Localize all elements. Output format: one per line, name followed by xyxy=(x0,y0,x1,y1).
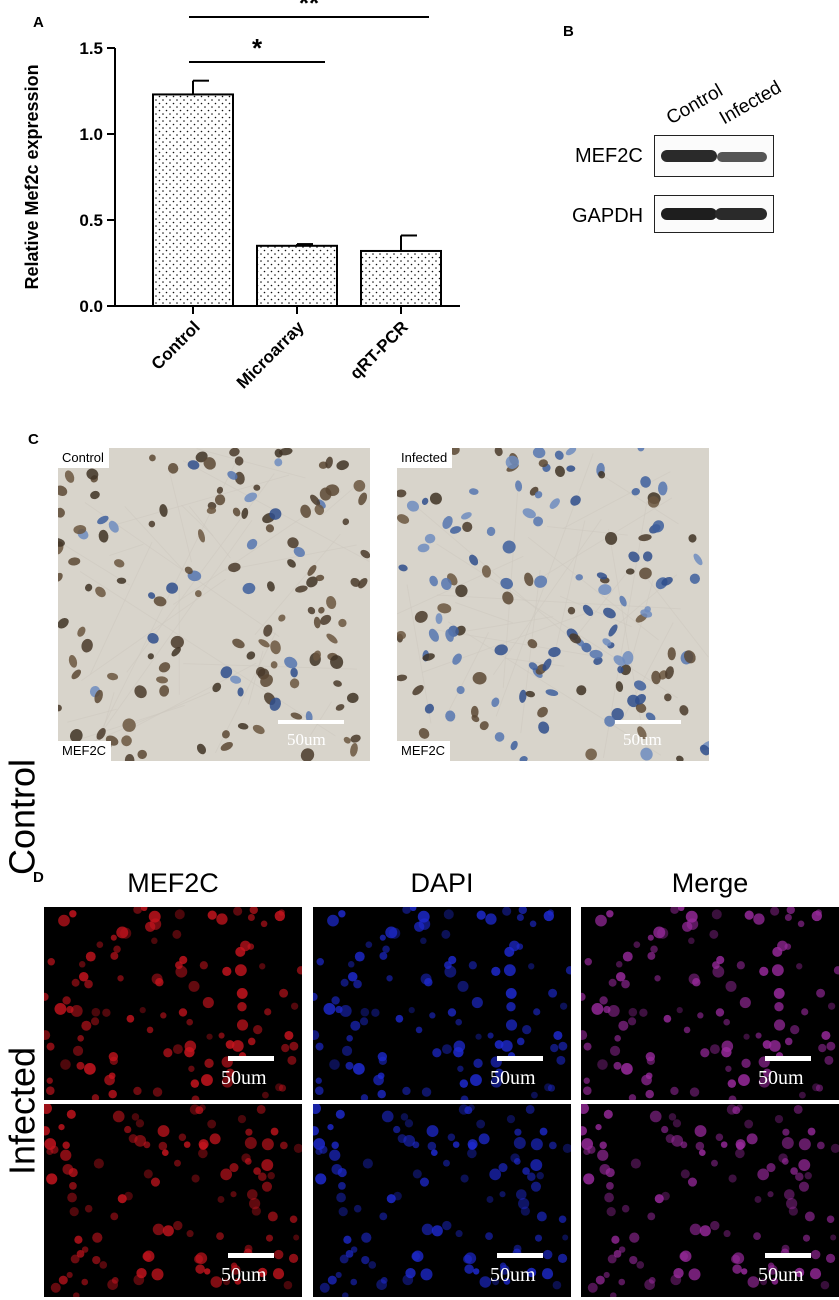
fluorescence-row-control: Control xyxy=(1,758,43,876)
band-gapdh-infected xyxy=(715,208,767,220)
fluorescence-image: 50um xyxy=(313,1104,571,1297)
blot-row-mef2c: MEF2C xyxy=(575,145,643,167)
scale-bar xyxy=(765,1253,811,1258)
ihc-image-control: Control MEF2C 50um xyxy=(58,448,370,761)
ihc-stain-label: MEF2C xyxy=(58,741,112,761)
scale-bar xyxy=(497,1253,543,1258)
fluorescence-image: 50um xyxy=(44,907,302,1100)
scale-bar-label: 50um xyxy=(287,730,326,749)
blot-lane-gapdh xyxy=(654,195,774,233)
bar xyxy=(256,244,338,308)
ihc-image-infected: Infected MEF2C 50um xyxy=(397,448,709,761)
ihc-condition-label: Control xyxy=(58,448,109,468)
scale-bar xyxy=(497,1056,543,1061)
significance-marker: * xyxy=(252,33,263,63)
y-tick-label: 1.0 xyxy=(79,125,103,144)
band-mef2c-control xyxy=(661,150,717,162)
scale-bar-label: 50um xyxy=(221,1067,267,1089)
category-label: Control xyxy=(148,317,204,373)
fluorescence-image: 50um xyxy=(313,907,571,1100)
bar-chart: Relative Mef2c expression 0.0 0.5 1.0 1.5 Co… xyxy=(22,0,460,392)
fluorescence-row-infected: Infected xyxy=(1,1046,43,1176)
panel-label-c: C xyxy=(28,431,39,448)
ihc-stain-label: MEF2C xyxy=(397,741,451,761)
fluorescence-image: 50um xyxy=(581,907,839,1100)
scale-bar-label: 50um xyxy=(623,730,662,749)
category-label: qRT-PCR xyxy=(346,317,412,383)
significance-marker: ** xyxy=(299,0,320,18)
fluorescence-column-mef2c: MEF2C xyxy=(127,868,219,898)
blot-row-gapdh: GAPDH xyxy=(572,205,644,227)
scale-bar-label: 50um xyxy=(758,1264,804,1286)
scale-bar xyxy=(278,720,344,724)
blot-column-control: Control xyxy=(663,80,727,130)
bar xyxy=(360,249,442,308)
fluorescence-column-dapi: DAPI xyxy=(410,868,474,898)
panel-label-d: D xyxy=(33,869,44,886)
scale-bar-label: 50um xyxy=(490,1264,536,1286)
scale-bar xyxy=(228,1056,274,1061)
scale-bar xyxy=(765,1056,811,1061)
fluorescence-column-merge: Merge xyxy=(671,868,749,898)
scale-bar-label: 50um xyxy=(490,1067,536,1089)
blot-column-infected: Infected xyxy=(716,77,786,130)
fluorescence-image: 50um xyxy=(581,1104,839,1297)
y-tick-label: 0.5 xyxy=(79,211,103,230)
band-mef2c-infected xyxy=(717,152,767,162)
y-axis-title: Relative Mef2c expression xyxy=(22,64,42,289)
ihc-condition-label: Infected xyxy=(397,448,453,468)
bar xyxy=(152,93,234,307)
category-label: Microarray xyxy=(233,317,308,392)
fluorescence-image: 50um xyxy=(44,1104,302,1297)
panel-label-b: B xyxy=(563,23,574,40)
scale-bar xyxy=(228,1253,274,1258)
panel-label-a: A xyxy=(33,14,44,31)
y-tick-label: 0.0 xyxy=(79,297,103,316)
blot-lane-mef2c xyxy=(654,135,774,177)
band-gapdh-control xyxy=(661,208,717,220)
scale-bar-label: 50um xyxy=(221,1264,267,1286)
scale-bar xyxy=(615,720,681,724)
scale-bar-label: 50um xyxy=(758,1067,804,1089)
y-tick-label: 1.5 xyxy=(79,39,103,58)
